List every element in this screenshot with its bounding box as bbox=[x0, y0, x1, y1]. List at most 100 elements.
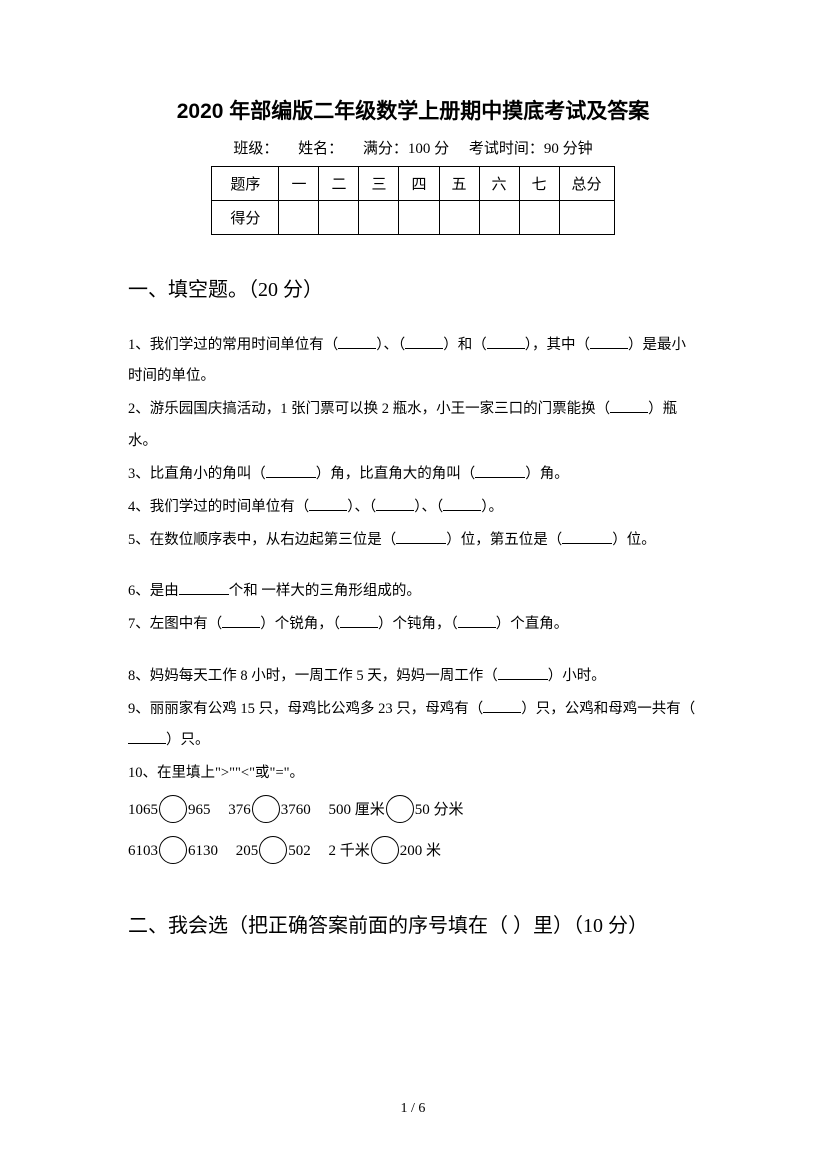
blank bbox=[179, 581, 229, 596]
compare-item: 2 千米 200 米 bbox=[329, 843, 442, 859]
q-text: ）个直角。 bbox=[496, 616, 569, 632]
blank bbox=[405, 335, 443, 350]
q-text: ）位，第五位是（ bbox=[446, 532, 562, 548]
compare-right: 965 bbox=[188, 802, 211, 818]
blank bbox=[562, 530, 612, 545]
question-5: 5、在数位顺序表中，从右边起第三位是（ ）位，第五位是（ ）位。 bbox=[128, 525, 698, 556]
circle-blank bbox=[259, 836, 287, 864]
table-row: 题序 一 二 三 四 五 六 七 总分 bbox=[212, 167, 614, 201]
compare-left: 500 厘米 bbox=[329, 802, 385, 818]
q-text: ）个钝角，（ bbox=[378, 616, 458, 632]
q-text: ）、（ bbox=[376, 337, 405, 353]
q-text: ）只，公鸡和母鸡一共有（ bbox=[521, 701, 695, 717]
blank bbox=[128, 729, 166, 744]
table-cell bbox=[559, 201, 614, 235]
q-text: 3、比直角小的角叫（ bbox=[128, 466, 266, 482]
q-text: 9、丽丽家有公鸡 15 只，母鸡比公鸡多 23 只，母鸡有（ bbox=[128, 701, 483, 717]
q-text: 6、是由 bbox=[128, 583, 179, 599]
blank bbox=[487, 335, 525, 350]
q-text: 10、在里填上">""<"或"="。 bbox=[128, 765, 304, 781]
q-text: ）。 bbox=[481, 499, 503, 515]
table-cell: 五 bbox=[439, 167, 479, 201]
blank bbox=[309, 496, 347, 511]
q-text: ）和（ bbox=[443, 337, 487, 353]
q-text: ）位。 bbox=[612, 532, 656, 548]
blank bbox=[376, 496, 414, 511]
circle-blank bbox=[159, 795, 187, 823]
blank bbox=[610, 399, 648, 414]
table-cell: 二 bbox=[319, 167, 359, 201]
table-cell: 四 bbox=[399, 167, 439, 201]
table-cell: 题序 bbox=[212, 167, 279, 201]
table-cell bbox=[279, 201, 319, 235]
blank bbox=[338, 335, 376, 350]
name-label: 姓名： bbox=[298, 141, 343, 157]
class-label: 班级： bbox=[233, 141, 278, 157]
exam-info-line: 班级： 姓名： 满分：100 分 考试时间：90 分钟 bbox=[128, 137, 698, 158]
table-cell bbox=[519, 201, 559, 235]
table-cell: 得分 bbox=[212, 201, 279, 235]
blank bbox=[222, 614, 260, 629]
q-text: 4、我们学过的时间单位有（ bbox=[128, 499, 309, 515]
table-cell: 六 bbox=[479, 167, 519, 201]
question-3: 3、比直角小的角叫（ ）角，比直角大的角叫（ ）角。 bbox=[128, 459, 698, 490]
compare-right: 6130 bbox=[188, 843, 218, 859]
section-2-heading: 二、我会选（把正确答案前面的序号填在（ ）里）（10 分） bbox=[128, 909, 698, 938]
table-cell: 七 bbox=[519, 167, 559, 201]
compare-left: 1065 bbox=[128, 802, 158, 818]
q-text: 7、左图中有（ bbox=[128, 616, 222, 632]
q-text: ）角。 bbox=[525, 466, 569, 482]
q-text: 个和 一样大的三角形组成的。 bbox=[229, 583, 421, 599]
compare-left: 6103 bbox=[128, 843, 158, 859]
circle-blank bbox=[252, 795, 280, 823]
table-cell: 总分 bbox=[559, 167, 614, 201]
section-1-heading: 一、填空题。（20 分） bbox=[128, 273, 698, 302]
q-text: ）只。 bbox=[166, 732, 210, 748]
table-cell: 一 bbox=[279, 167, 319, 201]
question-6: 6、是由 个和 一样大的三角形组成的。 bbox=[128, 576, 698, 607]
q-text: 1、我们学过的常用时间单位有（ bbox=[128, 337, 338, 353]
q-text: ）、（ bbox=[414, 499, 443, 515]
circle-blank bbox=[371, 836, 399, 864]
compare-item: 6103 6130 bbox=[128, 843, 218, 859]
time-label: 考试时间：90 分钟 bbox=[469, 141, 593, 157]
score-table: 题序 一 二 三 四 五 六 七 总分 得分 bbox=[211, 166, 614, 235]
compare-right: 200 米 bbox=[400, 843, 441, 859]
q-text: ）个锐角，（ bbox=[260, 616, 340, 632]
compare-right: 3760 bbox=[281, 802, 311, 818]
page-number: 1 / 6 bbox=[0, 1101, 826, 1117]
q-text: ）小时。 bbox=[548, 668, 606, 684]
blank bbox=[266, 463, 316, 478]
compare-left: 376 bbox=[228, 802, 251, 818]
compare-item: 376 3760 bbox=[228, 802, 311, 818]
question-7: 7、左图中有（ ）个锐角，（ ）个钝角，（ ）个直角。 bbox=[128, 609, 698, 640]
blank bbox=[498, 665, 548, 680]
compare-item: 205502 bbox=[236, 843, 311, 859]
compare-row-1: 1065 965 376 3760 500 厘米 50 分米 bbox=[128, 791, 698, 830]
question-9: 9、丽丽家有公鸡 15 只，母鸡比公鸡多 23 只，母鸡有（ ）只，公鸡和母鸡一共… bbox=[128, 694, 698, 756]
question-10: 10、在里填上">""<"或"="。 bbox=[128, 758, 698, 789]
compare-item: 1065 965 bbox=[128, 802, 211, 818]
blank bbox=[590, 335, 628, 350]
blank bbox=[475, 463, 525, 478]
circle-blank bbox=[159, 836, 187, 864]
compare-right: 50 分米 bbox=[415, 802, 464, 818]
circle-blank bbox=[386, 795, 414, 823]
blank bbox=[396, 530, 446, 545]
q-text: ），其中（ bbox=[525, 337, 590, 353]
blank bbox=[443, 496, 481, 511]
q-text: ）角，比直角大的角叫（ bbox=[316, 466, 476, 482]
table-cell bbox=[319, 201, 359, 235]
question-1: 1、我们学过的常用时间单位有（）、（）和（），其中（）是最小时间的单位。 bbox=[128, 330, 698, 392]
question-8: 8、妈妈每天工作 8 小时，一周工作 5 天，妈妈一周工作（）小时。 bbox=[128, 661, 698, 692]
q-text: 5、在数位顺序表中，从右边起第三位是（ bbox=[128, 532, 396, 548]
compare-left: 2 千米 bbox=[329, 843, 370, 859]
full-score-label: 满分：100 分 bbox=[363, 141, 449, 157]
table-cell bbox=[399, 201, 439, 235]
q-text: ）、（ bbox=[347, 499, 376, 515]
table-cell: 三 bbox=[359, 167, 399, 201]
blank bbox=[458, 614, 496, 629]
question-2: 2、游乐园国庆搞活动，1 张门票可以换 2 瓶水，小王一家三口的门票能换（）瓶水… bbox=[128, 394, 698, 456]
table-row: 得分 bbox=[212, 201, 614, 235]
exam-title: 2020 年部编版二年级数学上册期中摸底考试及答案 bbox=[128, 95, 698, 125]
